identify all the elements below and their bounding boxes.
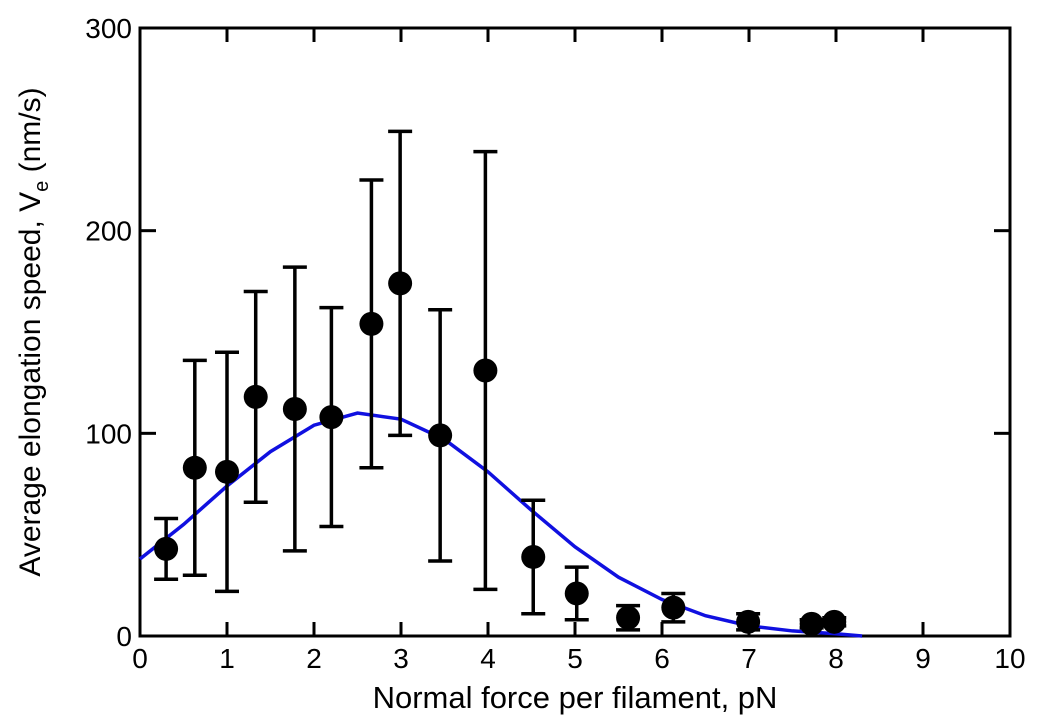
x-axis-label: Normal force per filament, pN — [373, 680, 778, 715]
y-tick-label: 100 — [85, 418, 132, 449]
x-tick-label: 6 — [654, 643, 670, 674]
data-point — [822, 609, 847, 634]
data-point — [428, 423, 453, 448]
data-point — [182, 455, 207, 480]
data-point — [282, 397, 307, 422]
data-point — [215, 459, 239, 484]
x-tick-label: 1 — [219, 643, 235, 674]
data-point — [521, 544, 546, 569]
data-point — [616, 605, 641, 630]
data-point — [388, 271, 413, 296]
data-point — [736, 609, 761, 634]
x-tick-label: 2 — [306, 643, 322, 674]
x-tick-label: 9 — [915, 643, 931, 674]
y-tick-label: 200 — [85, 216, 132, 247]
x-tick-label: 0 — [132, 643, 148, 674]
x-tick-label: 3 — [393, 643, 409, 674]
data-point — [319, 405, 344, 430]
data-point — [359, 311, 384, 336]
y-label-end: (nm/s) — [14, 87, 47, 180]
data-point — [243, 384, 268, 409]
x-tick-label: 8 — [828, 643, 844, 674]
y-axis-label: Average elongation speed, Ve (nm/s) — [14, 87, 53, 576]
y-tick-label: 0 — [116, 621, 132, 652]
data-point — [154, 536, 179, 561]
y-tick-label: 300 — [85, 13, 132, 44]
x-tick-label: 7 — [741, 643, 757, 674]
y-label-sub: e — [31, 181, 53, 192]
x-tick-label: 4 — [480, 643, 496, 674]
y-label-main: Average elongation speed, V — [14, 192, 47, 577]
data-point — [473, 358, 498, 383]
data-point — [661, 595, 686, 620]
x-tick-label: 10 — [994, 643, 1025, 674]
data-point — [799, 611, 824, 636]
x-tick-label: 5 — [567, 643, 583, 674]
fit-curve — [138, 411, 863, 638]
data-point — [564, 581, 589, 606]
